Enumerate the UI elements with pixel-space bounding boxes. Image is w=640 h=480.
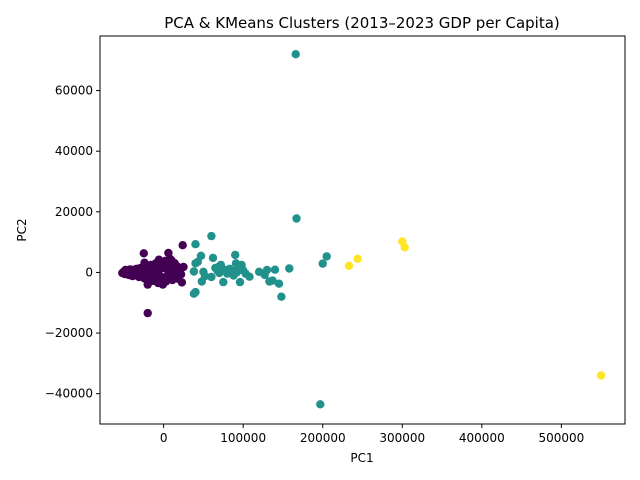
cluster-1-point [232,268,241,277]
y-tick-label: −40000 [45,387,93,401]
cluster-0-point [164,248,173,258]
cluster-2-point [344,261,354,270]
cluster-1-point [189,267,199,276]
points-layer [118,50,606,409]
x-axis-ticks: 0 100000 200000 300000 400000 500000 [160,424,584,445]
x-tick-label: 500000 [538,431,584,445]
cluster-1-point [215,268,224,278]
cluster-2-point [353,254,362,263]
cluster-0-point [154,255,164,264]
cluster-1-point [207,272,216,282]
cluster-1-point [197,277,206,286]
cluster-1-point [285,264,294,273]
cluster-1-point [215,262,224,271]
y-tick-label: 40000 [55,144,93,158]
cluster-2-point [400,243,409,252]
cluster-0-point [178,241,187,250]
y-tick-label: 60000 [55,84,93,98]
chart-title: PCA & KMeans Clusters (2013–2023 GDP per… [164,14,560,32]
cluster-1-point [231,250,240,260]
plot-frame [99,35,626,425]
y-axis-ticks: −40000 −20000 0 20000 40000 60000 [45,84,100,401]
y-tick-label: 20000 [55,205,93,219]
cluster-0-point [167,256,176,265]
cluster-0-point [140,258,149,267]
cluster-1-point [191,240,200,249]
cluster-1-point [316,400,325,409]
cluster-1-point [207,231,216,241]
x-tick-label: 400000 [459,431,505,445]
x-axis-label: PC1 [350,451,373,465]
cluster-1-point [245,272,254,281]
cluster-1-point [318,259,327,268]
cluster-1-point [277,292,286,301]
x-tick-label: 200000 [300,431,346,445]
y-tick-label: 0 [85,265,93,279]
cluster-1-point [219,277,228,287]
cluster-1-point [191,259,200,268]
cluster-2-point [596,371,606,380]
cluster-0-point [179,262,188,272]
cluster-0-point [176,270,186,279]
x-tick-label: 100000 [220,431,266,445]
cluster-1-point [268,276,277,285]
cluster-1-point [274,279,284,288]
y-tick-label: −20000 [45,326,93,340]
y-axis-label: PC2 [15,218,29,241]
cluster-0-point [139,249,148,258]
cluster-1-point [235,277,245,287]
x-tick-label: 0 [160,431,168,445]
cluster-1-point [189,289,199,298]
cluster-1-point [292,214,301,223]
cluster-1-point [322,252,331,261]
cluster-1-point [270,265,280,274]
cluster-1-point [262,265,272,275]
cluster-0-point [177,278,187,287]
cluster-0-point [143,280,152,289]
cluster-1-point [291,50,300,59]
cluster-1-point [208,253,218,263]
x-tick-label: 300000 [379,431,425,445]
cluster-0-point [143,308,152,318]
